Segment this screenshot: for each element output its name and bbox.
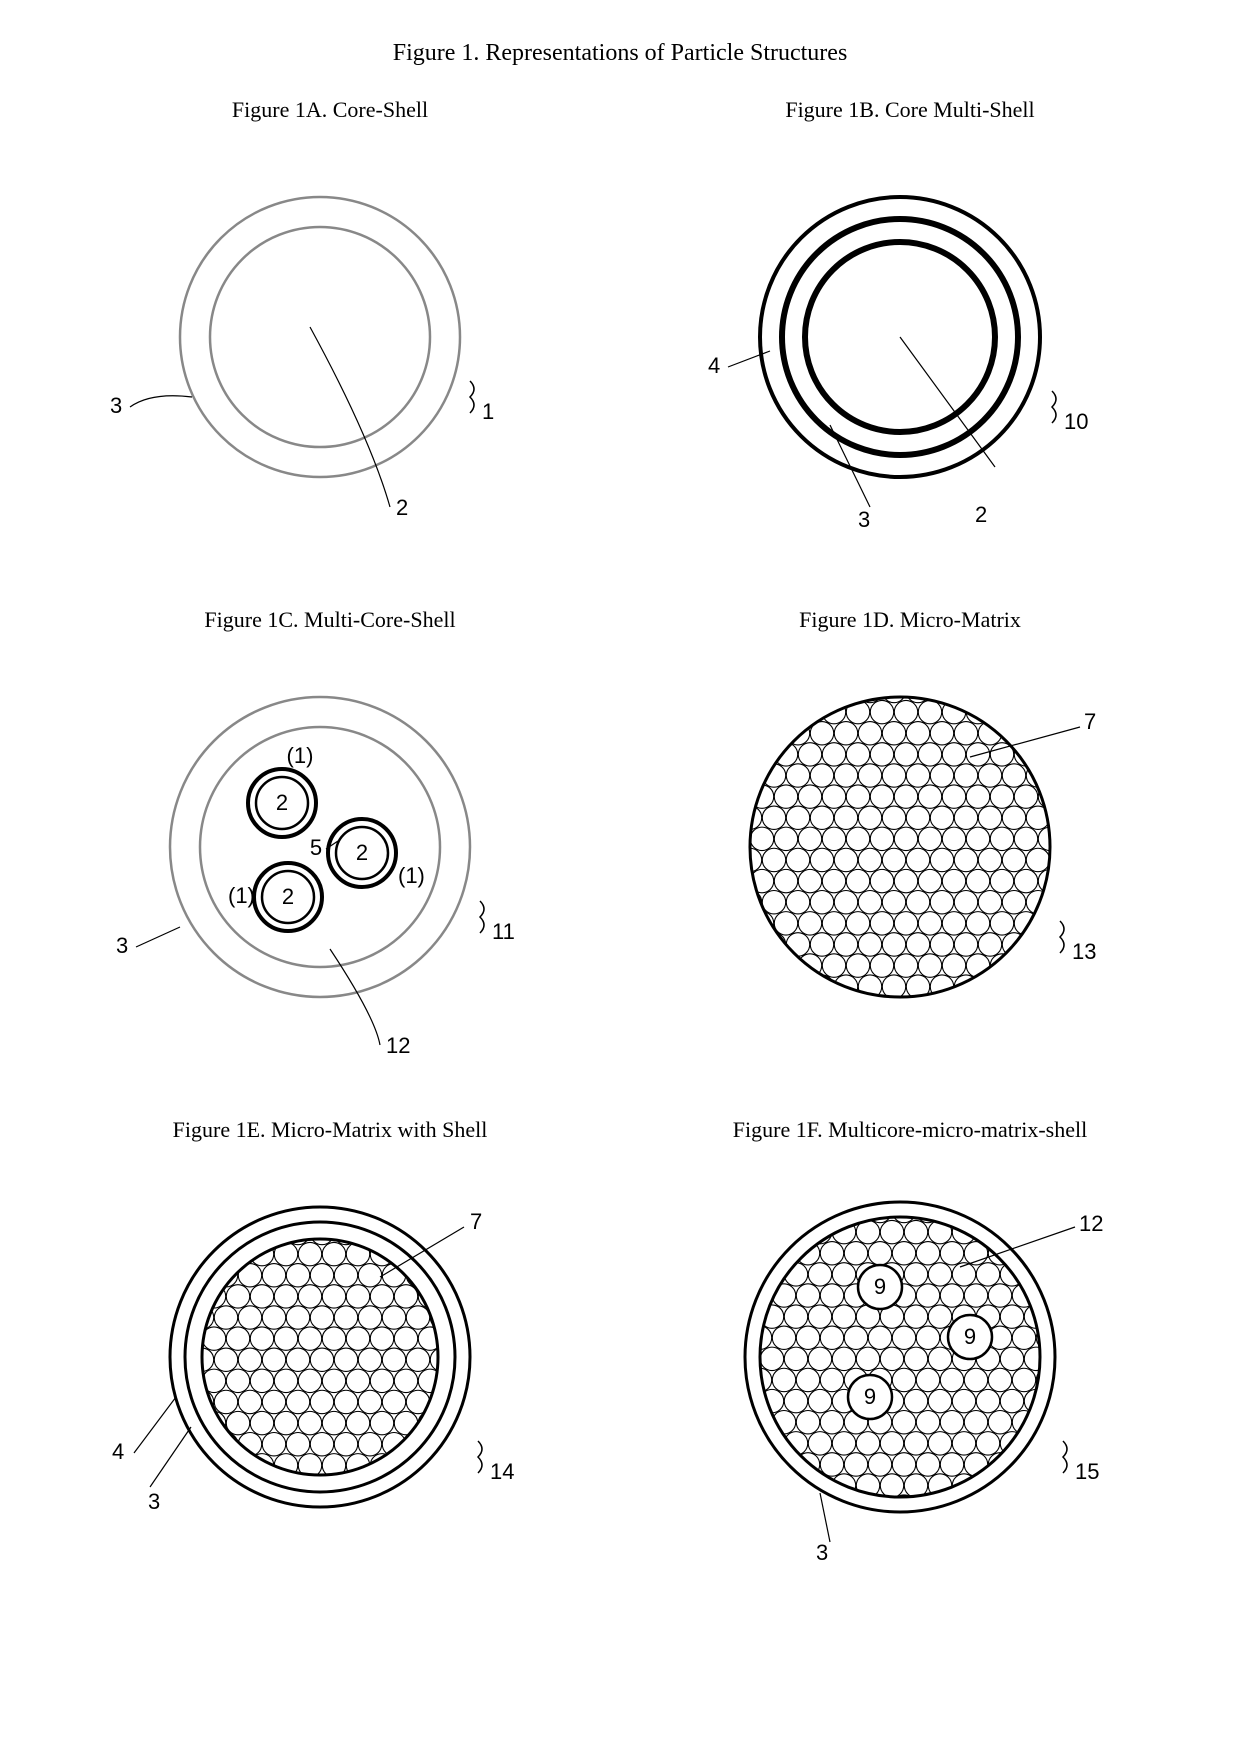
main-title: Figure 1. Representations of Particle St… <box>60 40 1180 67</box>
svg-text:12: 12 <box>1079 1211 1103 1236</box>
figure-1b: Figure 1B. Core Multi-Shell 2 3 4 10 <box>640 97 1180 557</box>
figure-1d: Figure 1D. Micro-Matrix 7 13 <box>640 607 1180 1067</box>
svg-text:1: 1 <box>482 399 494 424</box>
svg-text:9: 9 <box>874 1274 886 1299</box>
svg-text:3: 3 <box>148 1489 160 1514</box>
svg-text:2: 2 <box>282 884 294 909</box>
diagram-1a: 1 2 3 <box>100 137 560 557</box>
svg-text:3: 3 <box>110 393 122 418</box>
svg-text:12: 12 <box>386 1033 410 1058</box>
diagram-1c: 2 2 2 (1) (1) (1) 5 3 11 12 <box>100 647 560 1067</box>
svg-text:7: 7 <box>1084 709 1096 734</box>
subtitle-1b: Figure 1B. Core Multi-Shell <box>785 97 1034 123</box>
svg-text:10: 10 <box>1064 409 1088 434</box>
subtitle-1c: Figure 1C. Multi-Core-Shell <box>204 607 455 633</box>
svg-text:14: 14 <box>490 1459 514 1484</box>
figure-1a: Figure 1A. Core-Shell 1 2 3 <box>60 97 600 557</box>
diagram-1e: 7 34 14 <box>100 1157 560 1577</box>
diagram-1b: 2 3 4 10 <box>680 137 1140 557</box>
subtitle-1a: Figure 1A. Core-Shell <box>232 97 428 123</box>
figure-1f: Figure 1F. Multicore-micro-matrix-shell … <box>640 1117 1180 1577</box>
diagram-1f: 9 9 9 12 3 15 <box>680 1157 1140 1577</box>
svg-text:2: 2 <box>276 790 288 815</box>
figure-1e: Figure 1E. Micro-Matrix with Shell 7 34 14 <box>60 1117 600 1577</box>
diagram-1d: 7 13 <box>680 647 1140 1067</box>
svg-text:13: 13 <box>1072 939 1096 964</box>
svg-text:(1): (1) <box>287 743 314 768</box>
svg-text:2: 2 <box>975 502 987 527</box>
svg-text:(1): (1) <box>228 883 255 908</box>
subtitle-1d: Figure 1D. Micro-Matrix <box>799 607 1021 633</box>
svg-text:15: 15 <box>1075 1459 1099 1484</box>
svg-text:4: 4 <box>112 1439 124 1464</box>
svg-text:2: 2 <box>356 840 368 865</box>
svg-text:3: 3 <box>116 933 128 958</box>
svg-text:11: 11 <box>492 919 515 944</box>
subtitle-1e: Figure 1E. Micro-Matrix with Shell <box>173 1117 488 1143</box>
svg-text:3: 3 <box>858 507 870 532</box>
svg-text:2: 2 <box>396 495 408 520</box>
svg-text:9: 9 <box>964 1324 976 1349</box>
svg-text:3: 3 <box>816 1540 828 1565</box>
subtitle-1f: Figure 1F. Multicore-micro-matrix-shell <box>733 1117 1087 1143</box>
figure-grid: Figure 1A. Core-Shell 123 Figure 1B. Cor… <box>60 97 1180 1577</box>
svg-text:7: 7 <box>470 1209 482 1234</box>
svg-text:9: 9 <box>864 1384 876 1409</box>
svg-text:5: 5 <box>310 835 322 860</box>
svg-text:4: 4 <box>708 353 720 378</box>
svg-text:(1): (1) <box>398 863 425 888</box>
figure-1c: Figure 1C. Multi-Core-Shell 2 2 2 (1) (1) (1)… <box>60 607 600 1067</box>
